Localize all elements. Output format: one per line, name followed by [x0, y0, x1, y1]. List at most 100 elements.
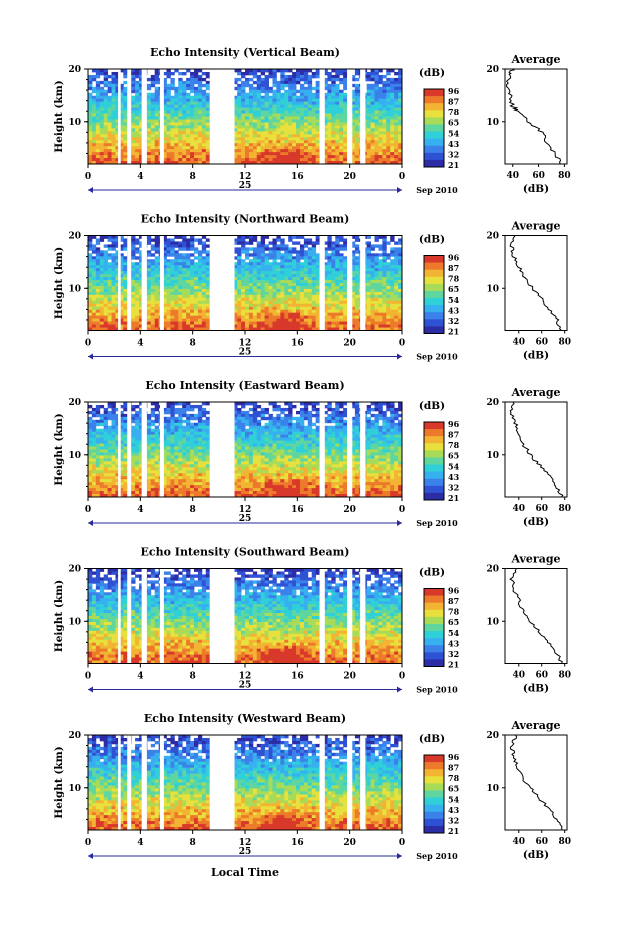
heatmap-cell: [323, 119, 328, 123]
heatmap-cell: [131, 324, 136, 328]
heatmap-cell: [123, 315, 128, 320]
heatmap-cell: [398, 268, 403, 272]
heatmap-cell: [139, 86, 144, 91]
heatmap-cell: [374, 128, 379, 132]
heatmap-cell: [233, 271, 238, 275]
heatmap-cell: [197, 122, 203, 126]
heatmap-cell: [323, 280, 328, 284]
heatmap-cell: [378, 277, 383, 281]
heatmap-cell: [170, 312, 175, 317]
heatmap-cell: [205, 95, 211, 100]
heatmap-cell: [331, 77, 336, 82]
heatmap-cell: [241, 146, 246, 150]
heatmap-cell: [139, 277, 144, 281]
heatmap-cell: [339, 77, 344, 82]
heatmap-cell: [248, 122, 254, 126]
heatmap-cell: [374, 297, 379, 302]
heatmap-cell: [111, 101, 116, 106]
heatmap-cell: [95, 107, 101, 111]
heatmap-cell: [91, 152, 97, 156]
heatmap-cell: [256, 250, 262, 254]
heatmap-cell: [260, 294, 266, 299]
heatmap-cell: [150, 306, 156, 311]
heatmap-cell: [374, 288, 379, 293]
heatmap-cell: [370, 303, 375, 308]
heatmap-cell: [398, 253, 403, 257]
heatmap-cell: [186, 149, 191, 153]
heatmap-cell: [103, 69, 109, 73]
heatmap-cell: [272, 71, 277, 76]
heatmap-cell: [139, 143, 144, 147]
heatmap-cell: [88, 294, 93, 299]
heatmap-cell: [335, 89, 340, 94]
heatmap-cell: [366, 318, 372, 322]
heatmap-cell: [237, 155, 242, 159]
heatmap-cell: [154, 327, 160, 331]
heatmap-cell: [292, 122, 297, 126]
heatmap-cell: [123, 104, 128, 108]
heatmap-cell: [284, 101, 289, 106]
heatmap-cell: [178, 113, 183, 117]
heatmap-cell: [150, 134, 156, 138]
heatmap-cell: [366, 306, 372, 311]
heatmap-cell: [339, 327, 344, 331]
heatmap-cell: [131, 271, 136, 275]
heatmap-cell: [182, 244, 187, 248]
heatmap-cell: [288, 268, 293, 272]
heatmap-cell: [95, 161, 101, 165]
heatmap-cell: [350, 250, 356, 254]
heatmap-cell: [154, 288, 160, 293]
heatmap-cell: [123, 80, 128, 85]
heatmap-cell: [252, 86, 258, 91]
heatmap-cell: [256, 119, 262, 123]
heatmap-cell: [354, 259, 360, 263]
heatmap-cell: [370, 315, 375, 320]
heatmap-cell: [354, 128, 360, 132]
heatmap-cell: [154, 303, 160, 308]
heatmap-cell: [315, 74, 320, 79]
heatmap-cell: [350, 318, 356, 322]
heatmap-cell: [111, 327, 116, 331]
heatmap-cell: [174, 125, 179, 129]
heatmap-cell: [327, 285, 332, 290]
heatmap-cell: [107, 235, 112, 239]
heatmap-cell: [91, 288, 97, 293]
heatmap-cell: [296, 155, 301, 159]
heatmap-cell: [205, 306, 211, 311]
heatmap-cell: [323, 161, 328, 165]
heatmap-cell: [268, 327, 273, 331]
heatmap-cell: [162, 158, 167, 162]
colorbar-step: [424, 131, 444, 136]
heatmap-cell: [272, 288, 277, 293]
heatmap-cell: [162, 253, 167, 257]
heatmap-cell: [366, 74, 372, 79]
heatmap-cell: [366, 327, 372, 331]
heatmap-cell: [190, 101, 195, 106]
heatmap-cell: [378, 158, 383, 162]
heatmap-cell: [366, 77, 372, 82]
heatmap-cell: [123, 113, 128, 117]
heatmap-cell: [311, 300, 317, 305]
heatmap-cell: [264, 98, 269, 103]
heatmap-cell: [99, 262, 105, 266]
heatmap-cell: [248, 271, 254, 275]
heatmap-cell: [139, 149, 144, 153]
heatmap-cell: [237, 402, 242, 406]
heatmap-cell: [276, 131, 281, 135]
heatmap-cell: [139, 318, 144, 322]
heatmap-cell: [245, 155, 250, 159]
heatmap-cell: [284, 300, 289, 305]
heatmap-cell: [354, 125, 360, 129]
heatmap-cell: [170, 113, 175, 117]
heatmap-cell: [378, 131, 383, 135]
heatmap-cell: [335, 149, 340, 153]
heatmap-cell: [343, 80, 348, 85]
heatmap-cell: [99, 268, 105, 272]
heatmap-cell: [88, 122, 93, 126]
heatmap-cell: [370, 309, 375, 314]
heatmap-cell: [135, 321, 140, 325]
heatmap-cell: [193, 262, 199, 266]
heatmap-cell: [272, 274, 277, 278]
heatmap-cell: [288, 265, 293, 269]
heatmap-cell: [170, 77, 175, 82]
